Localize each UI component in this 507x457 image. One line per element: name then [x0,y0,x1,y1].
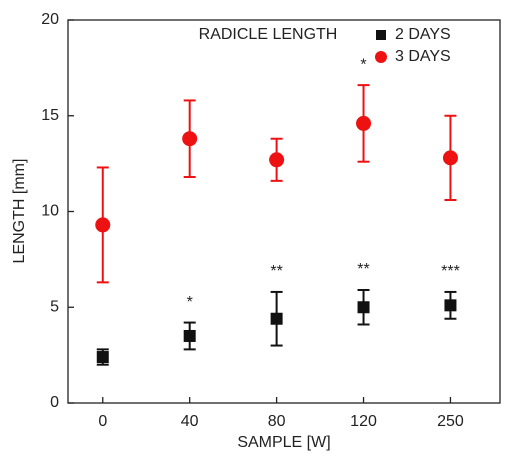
x-tick-label: 80 [268,413,286,430]
x-tick-label: 250 [437,413,464,430]
y-tick-label: 0 [50,394,59,411]
significance-label: ** [270,263,282,280]
marker [95,217,111,233]
y-axis-label: LENGTH [mm] [11,159,28,264]
significance-label: * [187,294,193,311]
marker [357,301,370,314]
marker [270,312,283,325]
x-tick-label: 40 [181,413,199,430]
marker [356,115,372,131]
x-tick-label: 120 [350,413,377,430]
significance-label: * [360,56,366,73]
y-tick-label: 20 [41,11,59,28]
marker [444,299,457,312]
marker [96,351,109,364]
significance-label: *** [441,263,460,280]
legend-marker [376,30,386,40]
y-tick-label: 10 [41,203,59,220]
legend-label: 3 DAYS [395,48,451,65]
y-tick-label: 5 [50,298,59,315]
marker [269,152,285,168]
marker [442,150,458,166]
y-tick-label: 15 [41,107,59,124]
legend-label: 2 DAYS [395,26,451,43]
x-tick-label: 0 [98,413,107,430]
chart-title: RADICLE LENGTH [199,26,338,43]
legend-marker [375,51,387,63]
x-axis-label: SAMPLE [W] [237,434,330,451]
significance-label: ** [357,261,369,278]
plot-frame [67,19,501,404]
marker [182,131,198,147]
marker [183,329,196,342]
